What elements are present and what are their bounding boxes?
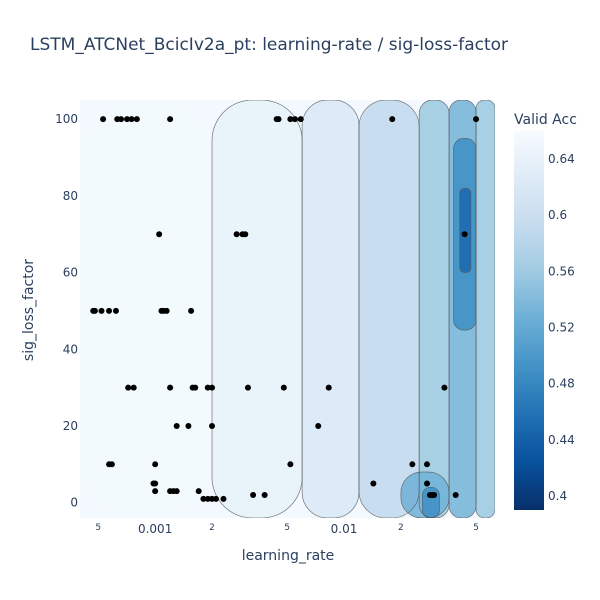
- trial-point: [167, 384, 174, 391]
- trial-point: [98, 307, 105, 314]
- trial-point: [431, 491, 438, 498]
- x-axis-ticks: 5 0.001 2 5 0.01 2 5: [95, 522, 478, 536]
- trial-point: [124, 116, 131, 123]
- trial-point: [125, 384, 132, 391]
- colorbar-tick-label: 0.4: [548, 489, 567, 503]
- y-axis-ticks: 0 20 40 60 80 100: [55, 112, 78, 509]
- trial-point: [128, 116, 135, 123]
- colorbar: [514, 131, 544, 510]
- trial-point: [185, 422, 192, 429]
- trial-point: [213, 495, 220, 502]
- trial-point: [275, 116, 282, 123]
- colorbar-tick-label: 0.44: [548, 433, 575, 447]
- trial-point: [280, 384, 287, 391]
- trial-point: [370, 480, 377, 487]
- trial-point: [106, 307, 113, 314]
- accuracy-region: [80, 100, 213, 518]
- x-tick-label: 2: [209, 523, 215, 533]
- trial-point: [108, 461, 115, 468]
- trial-point: [315, 422, 322, 429]
- y-tick-label: 20: [63, 419, 78, 433]
- trial-point: [233, 231, 240, 238]
- trial-point: [188, 307, 195, 314]
- trial-point: [173, 422, 180, 429]
- trial-point: [461, 231, 468, 238]
- trial-point: [291, 116, 298, 123]
- trial-point: [242, 231, 249, 238]
- trial-point: [220, 495, 227, 502]
- colorbar-title: Valid Acc: [514, 112, 577, 128]
- y-axis-title: sig_loss_factor: [21, 259, 37, 361]
- trial-point: [112, 307, 119, 314]
- trial-point: [441, 384, 448, 391]
- trial-point: [167, 116, 174, 123]
- trial-point: [325, 384, 332, 391]
- trial-point: [209, 384, 216, 391]
- accuracy-region: [302, 100, 359, 518]
- trial-point: [200, 495, 207, 502]
- plot-area: [80, 100, 495, 518]
- x-tick-label: 0.001: [138, 522, 172, 536]
- trial-point: [297, 116, 304, 123]
- y-tick-label: 0: [70, 496, 78, 510]
- trial-point: [118, 116, 125, 123]
- x-axis-title: learning_rate: [242, 548, 335, 564]
- x-tick-label: 5: [473, 523, 479, 533]
- accuracy-region: [358, 100, 420, 518]
- trial-point: [91, 307, 98, 314]
- contour-line: [453, 137, 477, 331]
- accuracy-region: [419, 100, 450, 518]
- accuracy-region: [212, 100, 303, 518]
- x-tick-label: 5: [95, 523, 101, 533]
- accuracy-region: [422, 487, 440, 518]
- trial-point: [244, 384, 251, 391]
- accuracy-region: [476, 100, 495, 518]
- trial-point: [287, 116, 294, 123]
- trial-point: [261, 491, 268, 498]
- trial-point: [204, 495, 211, 502]
- trial-point: [424, 461, 431, 468]
- trial-point: [173, 488, 180, 495]
- x-tick-label: 2: [398, 523, 404, 533]
- trial-point: [156, 231, 163, 238]
- y-tick-label: 100: [55, 112, 78, 126]
- contour-line: [422, 486, 440, 518]
- trial-point: [209, 422, 216, 429]
- y-tick-label: 40: [63, 342, 78, 356]
- trial-point: [204, 384, 211, 391]
- x-tick-label: 5: [284, 523, 290, 533]
- contour-line: [459, 187, 472, 273]
- contour-lines: [211, 100, 495, 518]
- colorbar-tick-label: 0.64: [548, 152, 575, 166]
- trial-point: [409, 461, 416, 468]
- trial-point: [152, 461, 159, 468]
- y-tick-label: 60: [63, 266, 78, 280]
- trial-point: [195, 488, 202, 495]
- trial-point: [452, 491, 459, 498]
- trial-point: [130, 384, 137, 391]
- trial-point: [389, 116, 396, 123]
- chart-title: LSTM_ATCNet_BcicIv2a_pt: learning-rate /…: [30, 35, 508, 55]
- trial-point: [100, 116, 107, 123]
- trial-point: [152, 480, 159, 487]
- y-tick-label: 80: [63, 189, 78, 203]
- colorbar-tick-label: 0.48: [548, 377, 575, 391]
- contour-line: [400, 471, 450, 518]
- trial-point: [473, 116, 480, 123]
- colorbar-tick-label: 0.56: [548, 264, 575, 278]
- trial-point: [163, 307, 170, 314]
- x-tick-label: 0.01: [331, 522, 358, 536]
- trial-point: [287, 461, 294, 468]
- colorbar-ticks: 0.64 0.6 0.56 0.52 0.48 0.44 0.4: [548, 152, 575, 503]
- trial-point: [192, 384, 199, 391]
- colorbar-tick-label: 0.6: [548, 208, 567, 222]
- trial-point: [250, 491, 257, 498]
- trial-point: [424, 480, 431, 487]
- trial-point: [133, 116, 140, 123]
- trial-point: [152, 488, 159, 495]
- accuracy-region: [459, 188, 471, 273]
- colorbar-tick-label: 0.52: [548, 321, 575, 335]
- trial-points: [90, 116, 480, 502]
